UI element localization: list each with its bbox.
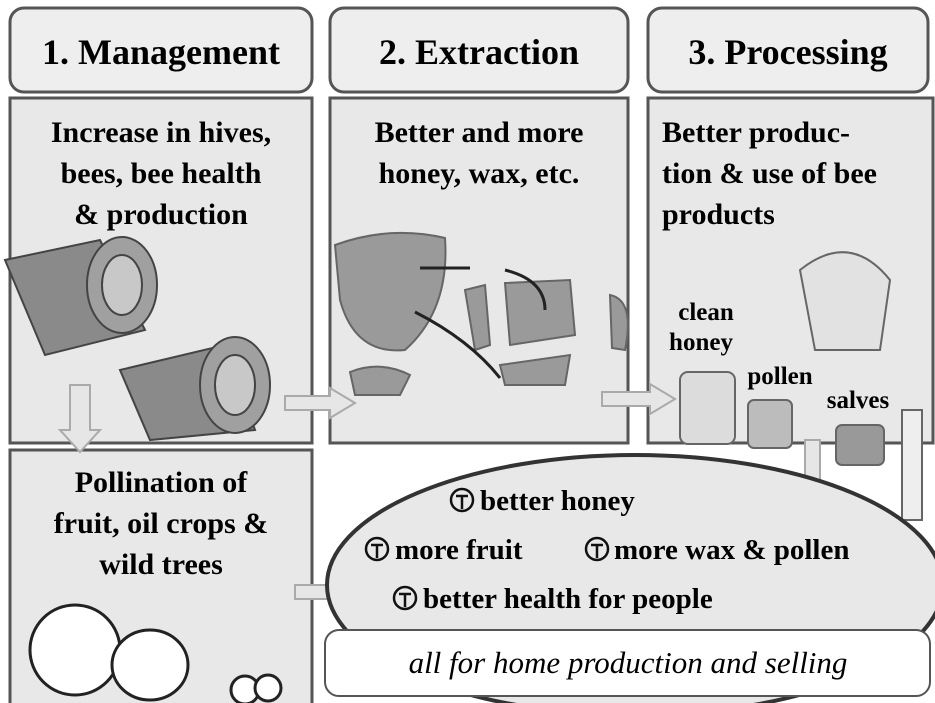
panel-text: wild trees bbox=[99, 548, 223, 581]
panel-texts: Increase in hives, bees, bee health & prod… bbox=[51, 116, 877, 581]
log-hives bbox=[3, 236, 271, 442]
panel-text: honey, wax, etc. bbox=[379, 157, 580, 190]
honeycomb bbox=[333, 231, 629, 396]
header-box bbox=[328, 6, 630, 94]
panel-text: bees, bee health bbox=[61, 157, 262, 190]
header-box bbox=[646, 6, 930, 94]
product-label: salves bbox=[827, 387, 890, 414]
panel-text: Better and more bbox=[375, 116, 584, 149]
header-box bbox=[8, 6, 314, 94]
panel-text: Pollination of bbox=[75, 466, 249, 499]
product-label: clean bbox=[678, 299, 734, 326]
footer: all for home production and selling bbox=[409, 645, 848, 680]
benefit: better honey bbox=[480, 485, 635, 517]
fruit bbox=[28, 603, 283, 703]
benefit-icons bbox=[364, 487, 610, 611]
panel-text: & production bbox=[74, 198, 248, 231]
flow-line bbox=[414, 266, 547, 379]
panel-text: Increase in hives, bbox=[51, 116, 271, 149]
header: 1. Management bbox=[42, 32, 280, 72]
benefit: more wax & pollen bbox=[614, 534, 849, 566]
benefit: better health for people bbox=[423, 583, 713, 615]
panel-text: tion & use of bee bbox=[662, 157, 877, 190]
panel-text: products bbox=[662, 198, 775, 231]
header: 3. Processing bbox=[688, 32, 887, 72]
footer-box bbox=[324, 629, 931, 697]
panel-text: fruit, oil crops & bbox=[54, 507, 268, 540]
products bbox=[679, 251, 923, 521]
product-label: pollen bbox=[747, 363, 812, 390]
panel-text: Better produc- bbox=[662, 116, 850, 149]
header: 2. Extraction bbox=[379, 32, 579, 72]
product-label: honey bbox=[669, 329, 733, 356]
benefit: more fruit bbox=[395, 534, 523, 566]
